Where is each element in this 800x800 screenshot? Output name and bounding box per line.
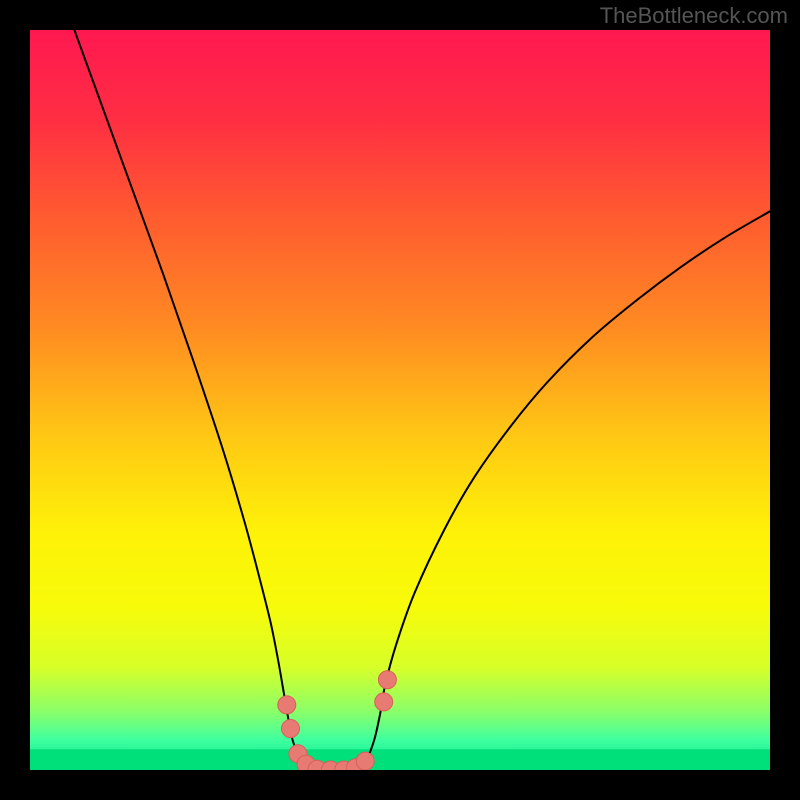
chart-frame (0, 0, 800, 800)
green-band (30, 749, 770, 770)
gradient-background (30, 30, 770, 770)
bottleneck-chart (30, 30, 770, 770)
marker-dot (375, 693, 393, 711)
marker-dot (281, 720, 299, 738)
marker-dot (356, 752, 374, 770)
watermark-text: TheBottleneck.com (600, 3, 788, 29)
marker-dot (378, 671, 396, 689)
marker-dot (278, 696, 296, 714)
